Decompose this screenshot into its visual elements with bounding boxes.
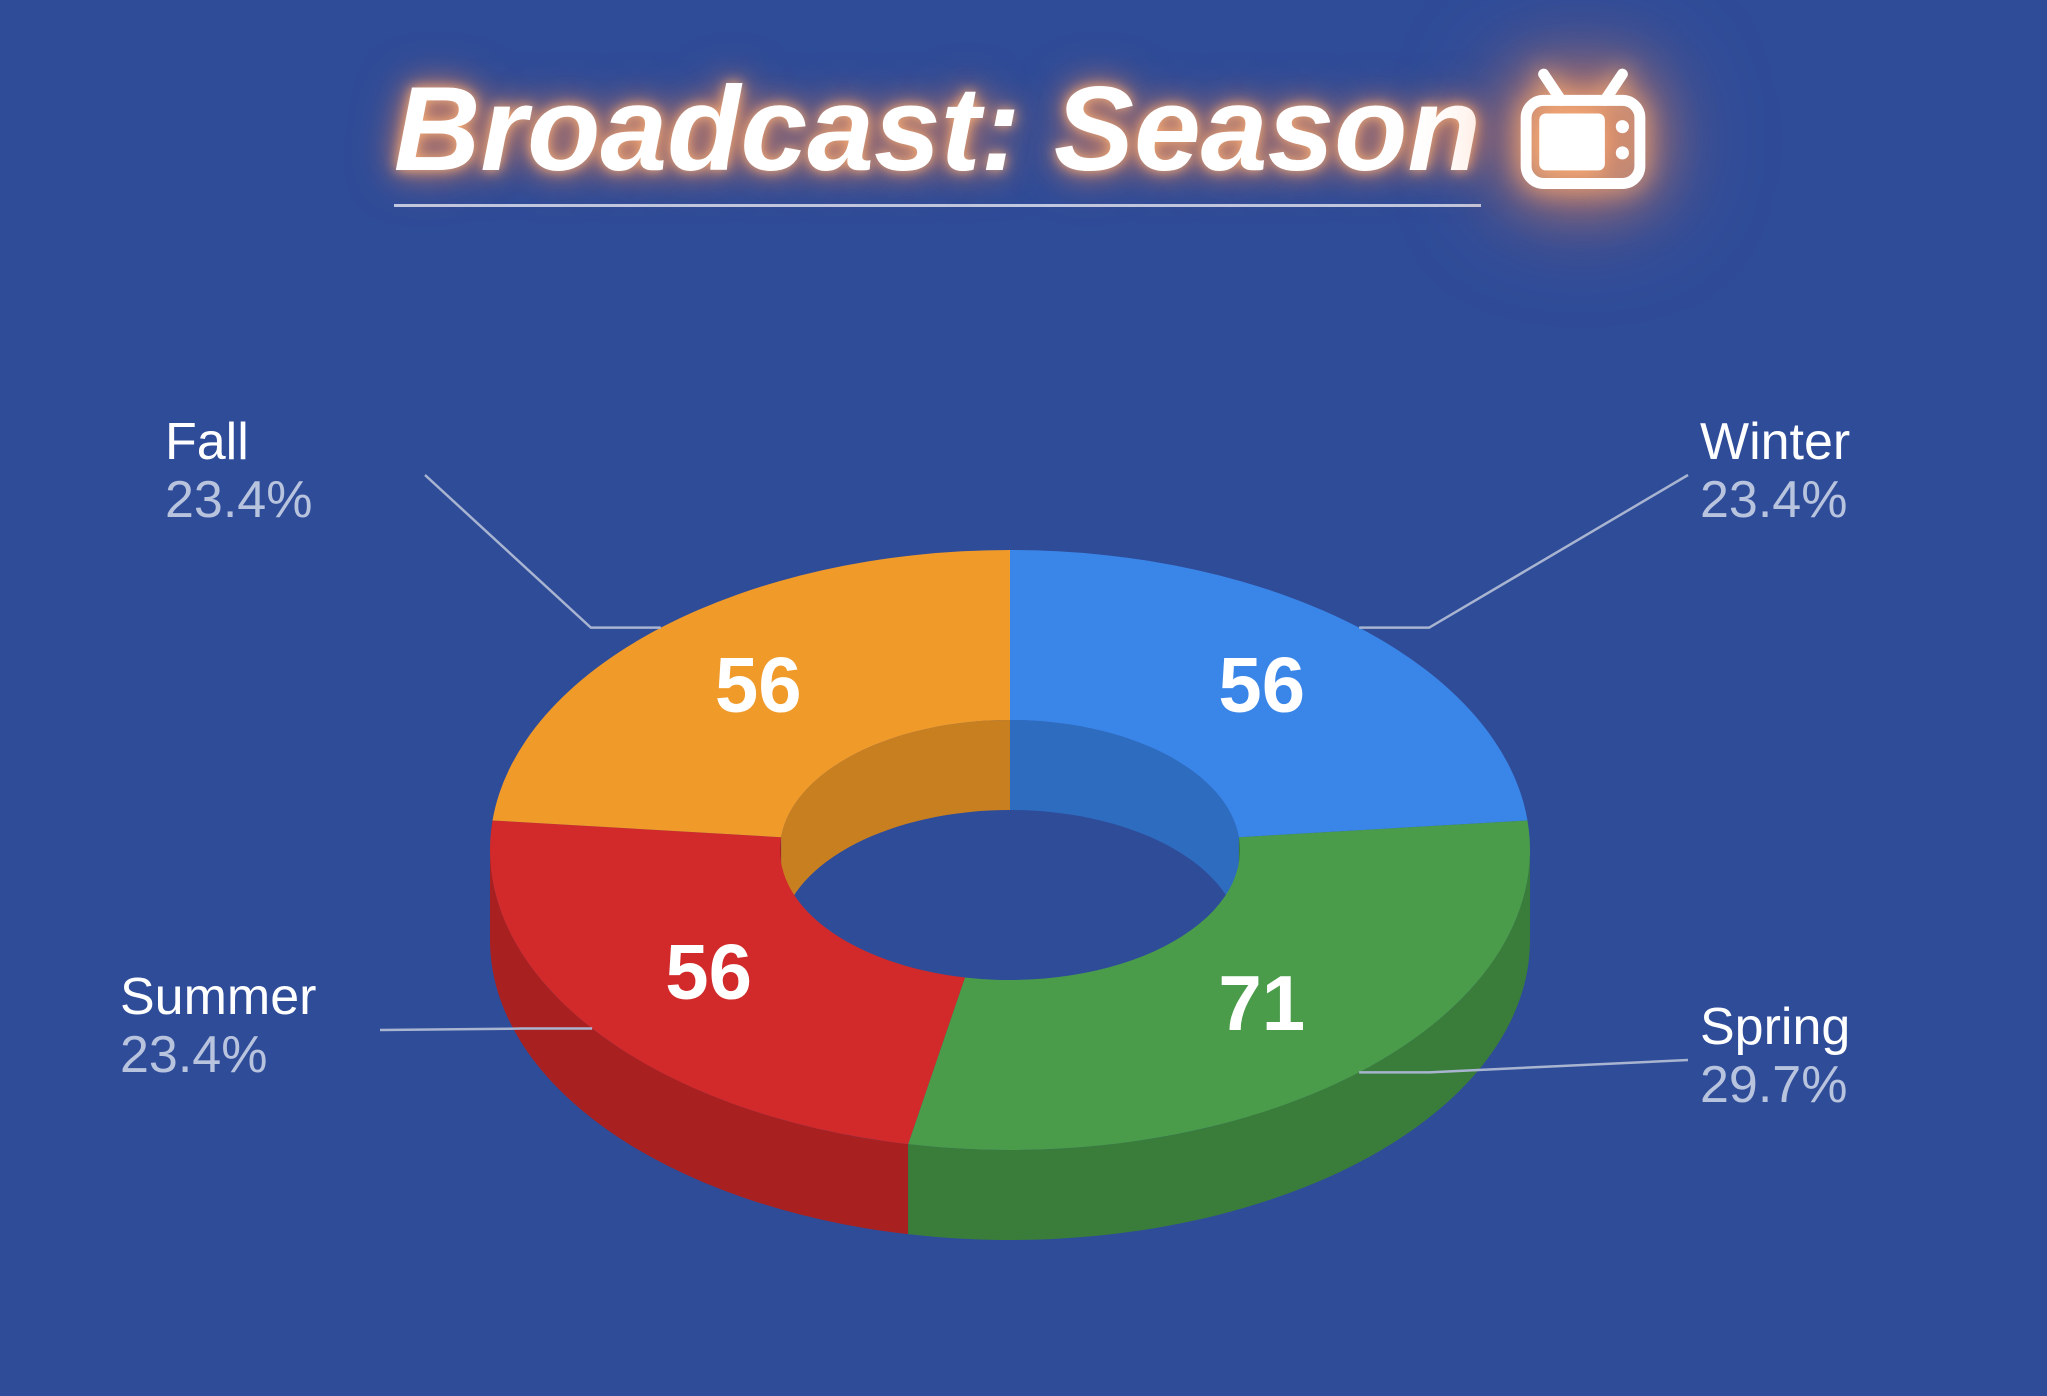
label-summer-pct: 23.4%	[120, 1025, 316, 1085]
label-fall-name: Fall	[165, 415, 312, 470]
slice-value: 71	[1218, 959, 1305, 1047]
label-fall-pct: 23.4%	[165, 470, 312, 530]
leader-line	[380, 1029, 592, 1030]
label-fall: Fall 23.4%	[165, 415, 312, 530]
label-winter-pct: 23.4%	[1700, 470, 1850, 530]
leader-line	[425, 475, 661, 628]
label-winter-name: Winter	[1700, 415, 1850, 470]
label-winter: Winter 23.4%	[1700, 415, 1850, 530]
label-spring-name: Spring	[1700, 1000, 1850, 1055]
slice-value: 56	[1218, 640, 1305, 728]
slice-value: 56	[715, 640, 802, 728]
donut-chart: 56 71 56 56	[0, 0, 2047, 1396]
label-summer-name: Summer	[120, 970, 316, 1025]
label-spring-pct: 29.7%	[1700, 1055, 1850, 1115]
slice-value: 56	[665, 928, 752, 1016]
leader-line	[1359, 475, 1688, 628]
label-spring: Spring 29.7%	[1700, 1000, 1850, 1115]
label-summer: Summer 23.4%	[120, 970, 316, 1085]
